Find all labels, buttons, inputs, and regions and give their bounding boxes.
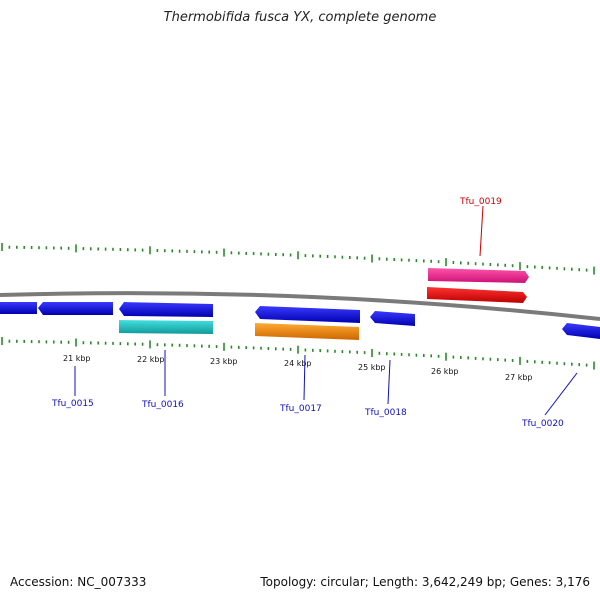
gene-label-tfu-0018[interactable]: Tfu_0018: [364, 408, 407, 418]
gene-label-tfu-0020[interactable]: Tfu_0020: [521, 419, 564, 429]
genome-summary-text: Topology: circular; Length: 3,642,249 bp…: [260, 575, 590, 589]
gene-tfu-0019-feature[interactable]: [428, 268, 529, 283]
scale-label-24: 24 kbp: [284, 359, 312, 368]
outer-tick-row: [1, 243, 595, 275]
gene-tfu-0016-feature[interactable]: [119, 302, 213, 317]
genome-backbone: [0, 291, 600, 321]
leader-line-tfu-0018: [387, 359, 391, 405]
scale-label-27: 27 kbp: [505, 373, 533, 382]
scale-label-23: 23 kbp: [210, 357, 238, 366]
leader-line-tfu-0020: [544, 372, 578, 416]
gene-tfu-0019-cds-feature[interactable]: [427, 287, 527, 303]
gene-tfu-0015-feature[interactable]: [38, 302, 113, 315]
gene-label-tfu-0016[interactable]: Tfu_0016: [141, 400, 184, 410]
gene-tfu-0018-feature[interactable]: [370, 311, 415, 326]
gene-tfu-0016-rna-feature[interactable]: [119, 320, 213, 334]
leader-line-tfu-0017: [303, 354, 306, 401]
inner-tick-row: [1, 337, 595, 370]
gene-label-tfu-0015[interactable]: Tfu_0015: [51, 399, 94, 409]
gene-fragment-left-feature[interactable]: [0, 302, 37, 314]
scale-label-25: 25 kbp: [358, 363, 386, 372]
scale-label-22: 22 kbp: [137, 355, 165, 364]
map-title: Thermobifida fusca YX, complete genome: [163, 10, 437, 25]
leader-line-tfu-0019: [479, 205, 484, 257]
scale-label-21: 21 kbp: [63, 354, 91, 363]
gene-tfu-0017-rna-feature[interactable]: [255, 323, 359, 340]
gene-tfu-0017-feature[interactable]: [255, 306, 360, 323]
gene-tfu-0020-feature[interactable]: [562, 323, 600, 339]
scale-label-26: 26 kbp: [431, 367, 459, 376]
gene-label-tfu-0019[interactable]: Tfu_0019: [459, 197, 502, 207]
accession-text: Accession: NC_007333: [10, 575, 147, 589]
gene-label-tfu-0017[interactable]: Tfu_0017: [279, 404, 322, 414]
